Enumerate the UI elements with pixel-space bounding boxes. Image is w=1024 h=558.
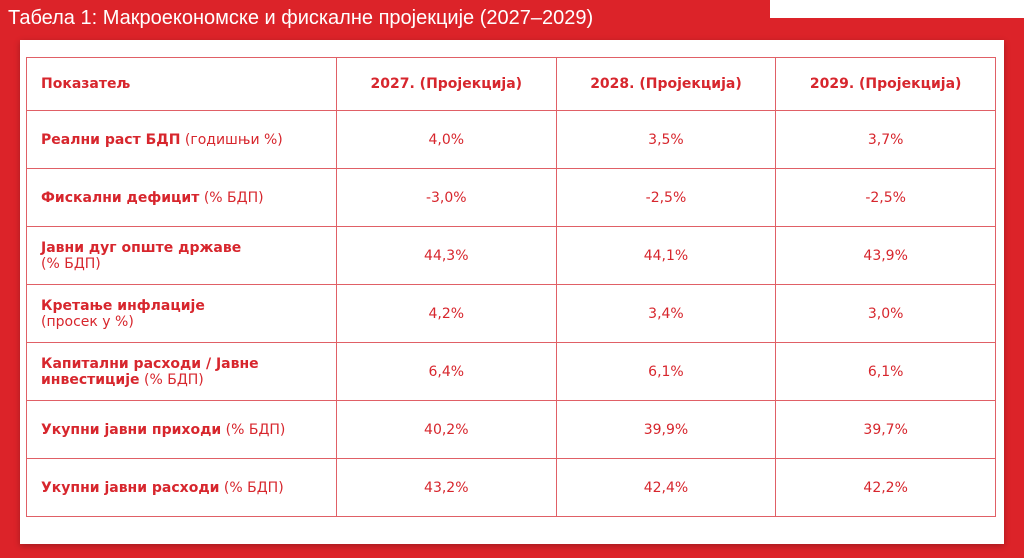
label: Реални раст БДП (41, 131, 181, 148)
header-row: Показатељ 2027. (Пројекција) 2028. (Прој… (26, 57, 996, 111)
label: Фискални дефицит (41, 189, 200, 206)
title: Табела 1: Макроекономске и фискалне прој… (0, 0, 770, 36)
header-cell: 2029. (Пројекција) (775, 57, 996, 111)
value: 44,3% (335, 226, 557, 285)
value: 39,7% (775, 400, 996, 459)
note: (% БДП) (144, 371, 204, 388)
value: 6,1% (775, 342, 996, 401)
value: 3,4% (555, 284, 777, 343)
label-cell: Укупни јавни приходи (% БДП) (26, 400, 337, 459)
label: Кретање инфлације (41, 297, 205, 314)
value: 42,4% (555, 458, 777, 517)
value: -2,5% (775, 168, 996, 227)
row: Јавни дуг опште државе (% БДП) 44,3% 44,1%… (26, 226, 996, 285)
value: 4,2% (335, 284, 557, 343)
label-cell: Капитални расходи / Јавне инвестиције (%… (26, 342, 337, 401)
value: 42,2% (775, 458, 996, 517)
label-cell: Јавни дуг опште државе (% БДП) (26, 226, 337, 285)
row: Укупни јавни расходи (% БДП) 43,2% 42,4% 4… (26, 458, 996, 517)
label: Укупни јавни расходи (41, 479, 220, 496)
table: Показатељ 2027. (Пројекција) 2028. (Прој… (26, 57, 996, 517)
note: (% БДП) (223, 479, 284, 496)
row: Кретање инфлације (просек у %) 4,2% 3,4% 3,… (26, 284, 996, 343)
value: 6,4% (335, 342, 557, 401)
note: (% БДП) (41, 255, 101, 272)
label-cell: Фискални дефицит (% БДП) (26, 168, 337, 227)
value: 3,0% (775, 284, 996, 343)
note: (% БДП) (225, 421, 286, 438)
header-cell: 2028. (Пројекција) (555, 57, 777, 111)
value: 43,2% (335, 458, 557, 517)
value: -3,0% (335, 168, 557, 227)
value: 3,5% (555, 110, 777, 169)
header-cell: Показатељ (26, 57, 337, 111)
value: 39,9% (555, 400, 777, 459)
value: 3,7% (775, 110, 996, 169)
header-cell: 2027. (Пројекција) (335, 57, 557, 111)
row: Укупни јавни приходи (% БДП) 40,2% 39,9% 3… (26, 400, 996, 459)
label-cell: Кретање инфлације (просек у %) (26, 284, 337, 343)
note: (годишњи %) (184, 131, 283, 148)
label-cell: Укупни јавни расходи (% БДП) (26, 458, 337, 517)
note: (просек у %) (41, 313, 134, 330)
label: Јавни дуг опште државе (41, 239, 242, 256)
value: 6,1% (555, 342, 777, 401)
value: -2,5% (555, 168, 777, 227)
row: Фискални дефицит (% БДП) -3,0% -2,5% -2,5% (26, 168, 996, 227)
value: 4,0% (335, 110, 557, 169)
label: Укупни јавни приходи (41, 421, 222, 438)
value: 43,9% (775, 226, 996, 285)
value: 44,1% (555, 226, 777, 285)
label-cell: Реални раст БДП (годишњи %) (26, 110, 337, 169)
panel: Показатељ 2027. (Пројекција) 2028. (Прој… (20, 40, 1004, 544)
row: Капитални расходи / Јавне инвестиције (%… (26, 342, 996, 401)
label: Капитални расходи / Јавне инвестиције (41, 355, 259, 388)
value: 40,2% (335, 400, 557, 459)
row: Реални раст БДП (годишњи %) 4,0% 3,5% 3,7% (26, 110, 996, 169)
note: (% БДП) (203, 189, 264, 206)
